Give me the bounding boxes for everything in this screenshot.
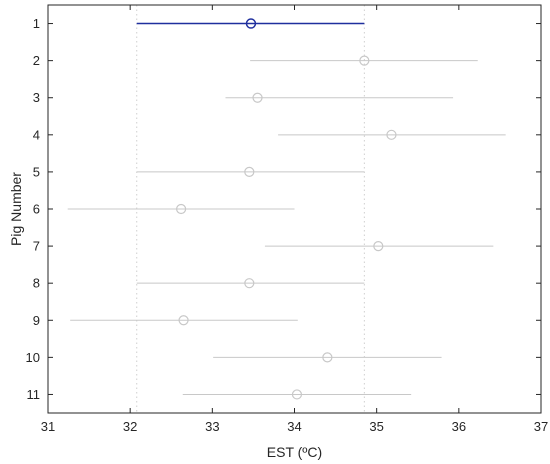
marker-3 bbox=[252, 92, 263, 103]
marker-6 bbox=[176, 203, 187, 215]
marker-10 bbox=[322, 352, 333, 363]
point-markers bbox=[176, 18, 397, 400]
interval-bars bbox=[67, 22, 506, 395]
y-tick-label: 8 bbox=[33, 276, 40, 291]
marker-7 bbox=[373, 240, 384, 252]
y-tick-label: 11 bbox=[27, 387, 41, 402]
x-tick-label: 33 bbox=[205, 419, 219, 434]
y-tick-label: 3 bbox=[33, 90, 40, 105]
x-tick-label: 37 bbox=[534, 419, 548, 434]
y-tick-label: 4 bbox=[33, 127, 40, 142]
y-tick-label: 1 bbox=[33, 16, 40, 31]
y-tick-label: 9 bbox=[33, 313, 40, 328]
marker-9 bbox=[178, 315, 189, 326]
x-tick-label: 31 bbox=[41, 419, 55, 434]
x-tick-label: 36 bbox=[452, 419, 466, 434]
x-axis-label: EST (ºC) bbox=[267, 444, 322, 460]
y-axis-label: Pig Number bbox=[8, 172, 24, 246]
marker-8 bbox=[244, 278, 255, 289]
marker-1 bbox=[245, 18, 257, 29]
y-tick-label: 7 bbox=[33, 239, 40, 254]
marker-4 bbox=[386, 129, 397, 140]
x-tick-label: 35 bbox=[369, 419, 383, 434]
y-tick-labels: 1 2 3 4 5 6 7 8 9 10 11 bbox=[26, 16, 40, 402]
y-tick-label: 10 bbox=[26, 350, 40, 365]
y-tick-label: 2 bbox=[33, 53, 40, 68]
y-tick-label: 6 bbox=[33, 202, 40, 217]
marker-5 bbox=[244, 166, 255, 178]
x-tick-label: 32 bbox=[123, 419, 137, 434]
x-tick-label: 34 bbox=[287, 419, 301, 434]
axis-ticks bbox=[47, 5, 542, 413]
marker-11 bbox=[291, 389, 303, 400]
x-tick-labels: 31 32 33 34 35 36 37 bbox=[41, 419, 548, 434]
y-tick-label: 5 bbox=[33, 164, 40, 179]
marker-2 bbox=[359, 55, 370, 66]
